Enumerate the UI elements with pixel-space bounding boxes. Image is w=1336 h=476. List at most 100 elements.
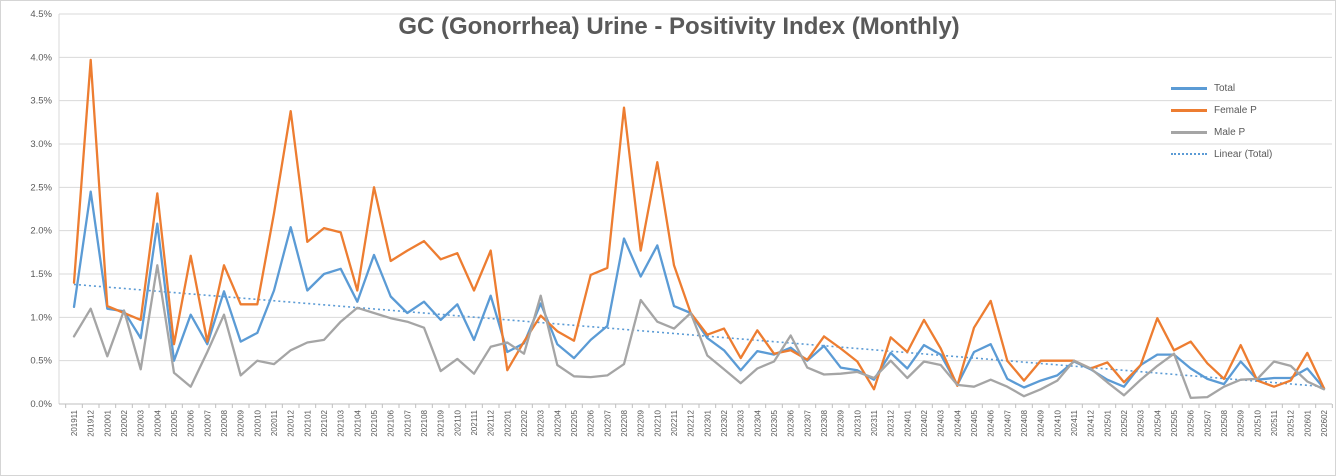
total-line-swatch-icon bbox=[1171, 86, 1207, 90]
x-axis-tick-label: 202009 bbox=[237, 409, 246, 436]
x-axis-tick-label: 202008 bbox=[220, 409, 229, 436]
x-axis-tick-label: 202512 bbox=[1287, 409, 1296, 436]
legend-label-total: Total bbox=[1214, 82, 1236, 94]
x-axis-tick-label: 202405 bbox=[970, 409, 979, 436]
x-axis-tick-label: 202311 bbox=[870, 409, 879, 436]
x-axis-tick-label: 202005 bbox=[170, 409, 179, 436]
x-axis-tick-label: 202210 bbox=[653, 409, 662, 436]
x-axis-tick-label: 202306 bbox=[787, 409, 796, 436]
y-axis-tick-label: 4.0% bbox=[30, 52, 52, 63]
x-axis-tick-label: 202110 bbox=[453, 409, 462, 436]
legend-label-female-p: Female P bbox=[1214, 104, 1257, 116]
y-axis-tick-label: 1.0% bbox=[30, 312, 52, 323]
x-axis-tick-label: 202111 bbox=[470, 409, 479, 435]
x-axis-tick-label: 201911 bbox=[70, 409, 79, 436]
x-axis-tick-label: 202002 bbox=[120, 409, 129, 436]
linear-total-line-swatch-icon bbox=[1171, 153, 1207, 155]
x-axis-tick-label: 202305 bbox=[770, 409, 779, 436]
x-axis-tick-label: 202207 bbox=[603, 409, 612, 436]
x-axis-tick-label: 202003 bbox=[137, 409, 146, 436]
x-axis-tick-label: 202012 bbox=[287, 409, 296, 436]
x-axis-tick-label: 202510 bbox=[1253, 409, 1262, 436]
x-axis-tick-label: 202309 bbox=[837, 409, 846, 436]
x-axis-tick-label: 202201 bbox=[503, 409, 512, 436]
x-axis-tick-label: 202407 bbox=[1003, 409, 1012, 436]
x-axis-tick-label: 202001 bbox=[103, 409, 112, 436]
x-axis-tick-label: 202501 bbox=[1103, 409, 1112, 436]
x-axis-tick-label: 202104 bbox=[353, 409, 362, 436]
y-axis-tick-label: 0.5% bbox=[30, 356, 52, 367]
x-axis-tick-label: 202106 bbox=[387, 409, 396, 436]
series-line-male-p[interactable] bbox=[72, 264, 1326, 400]
x-axis-tick-label: 202509 bbox=[1237, 409, 1246, 436]
x-axis-tick-label: 202101 bbox=[303, 409, 312, 436]
series-line-total[interactable] bbox=[72, 190, 1326, 390]
x-axis-tick-label: 202004 bbox=[153, 409, 162, 436]
series-line-female-p[interactable] bbox=[72, 58, 1326, 391]
x-axis-tick-label: 202204 bbox=[553, 409, 562, 436]
x-axis-tick-label: 202301 bbox=[703, 409, 712, 436]
x-axis-tick-label: 202203 bbox=[537, 409, 546, 436]
x-axis-tick-label: 202206 bbox=[587, 409, 596, 436]
x-axis-tick-label: 202506 bbox=[1187, 409, 1196, 436]
x-axis-tick-label: 202007 bbox=[203, 409, 212, 436]
x-axis-tick-label: 202303 bbox=[737, 409, 746, 436]
x-axis-tick-label: 202208 bbox=[620, 409, 629, 436]
x-axis-tick-label: 202107 bbox=[403, 409, 412, 436]
x-axis-tick-label: 202209 bbox=[637, 409, 646, 436]
x-axis-tick-label: 202010 bbox=[253, 409, 262, 436]
x-axis-tick-label: 202006 bbox=[187, 409, 196, 436]
trendline-linear-total[interactable] bbox=[73, 283, 1325, 388]
x-axis-tick-label: 202312 bbox=[887, 409, 896, 436]
x-axis-tick-label: 202307 bbox=[803, 409, 812, 436]
y-axis-tick-label: 0.0% bbox=[30, 399, 52, 410]
x-axis-tick-label: 202406 bbox=[987, 409, 996, 436]
y-axis-tick-label: 3.5% bbox=[30, 96, 52, 107]
x-axis-tick-label: 201912 bbox=[87, 409, 96, 436]
x-axis-tick-label: 202508 bbox=[1220, 409, 1229, 436]
x-axis-tick-label: 202412 bbox=[1087, 409, 1096, 436]
legend-item-total[interactable]: Total bbox=[1171, 77, 1329, 99]
x-axis-tick-label: 202304 bbox=[753, 409, 762, 436]
legend-label-linear-total: Linear (Total) bbox=[1214, 148, 1273, 160]
x-axis-tick-label: 202102 bbox=[320, 409, 329, 436]
legend-label-male-p: Male P bbox=[1214, 126, 1246, 138]
legend-item-linear-total[interactable]: Linear (Total) bbox=[1171, 143, 1329, 165]
y-axis-tick-label: 4.5% bbox=[30, 9, 52, 20]
x-axis-tick-label: 202205 bbox=[570, 409, 579, 436]
x-axis-tick-label: 202503 bbox=[1137, 409, 1146, 436]
x-axis-tick-label: 202402 bbox=[920, 409, 929, 436]
x-axis-tick-label: 202302 bbox=[720, 409, 729, 436]
x-axis-tick-label: 202401 bbox=[903, 409, 912, 436]
x-axis-tick-label: 202310 bbox=[853, 409, 862, 436]
x-axis-tick-label: 202212 bbox=[687, 409, 696, 436]
x-axis-tick-label: 202505 bbox=[1170, 409, 1179, 436]
y-axis-tick-label: 1.5% bbox=[30, 269, 52, 280]
legend-item-female-p[interactable]: Female P bbox=[1171, 99, 1329, 121]
x-axis-tick-label: 202202 bbox=[520, 409, 529, 436]
x-axis-tick-label: 202602 bbox=[1320, 409, 1329, 436]
legend-item-male-p[interactable]: Male P bbox=[1171, 121, 1329, 143]
x-axis-tick-label: 202502 bbox=[1120, 409, 1129, 436]
x-axis-tick-label: 202308 bbox=[820, 409, 829, 436]
x-axis-tick-label: 202410 bbox=[1053, 409, 1062, 436]
y-axis-tick-label: 3.0% bbox=[30, 139, 52, 150]
x-axis-tick-label: 202109 bbox=[437, 409, 446, 436]
x-axis-tick-label: 202105 bbox=[370, 409, 379, 436]
x-axis-tick-label: 202411 bbox=[1070, 409, 1079, 436]
y-axis-tick-label: 2.5% bbox=[30, 182, 52, 193]
chart-legend: Total Female P Male P Linear (Total) bbox=[1171, 77, 1329, 165]
x-axis-tick-label: 202601 bbox=[1303, 409, 1312, 436]
x-axis-tick-label: 202511 bbox=[1270, 409, 1279, 436]
chart-title: GC (Gonorrhea) Urine - Positivity Index … bbox=[398, 13, 960, 40]
y-axis-tick-label: 2.0% bbox=[30, 226, 52, 237]
x-axis-tick-label: 202211 bbox=[670, 409, 679, 436]
x-axis-tick-label: 202404 bbox=[953, 409, 962, 436]
female-p-line-swatch-icon bbox=[1171, 108, 1207, 112]
x-axis-tick-label: 202504 bbox=[1153, 409, 1162, 436]
x-axis-tick-label: 202011 bbox=[270, 409, 279, 436]
x-axis-tick-label: 202103 bbox=[337, 409, 346, 436]
x-axis-tick-label: 202507 bbox=[1203, 409, 1212, 436]
